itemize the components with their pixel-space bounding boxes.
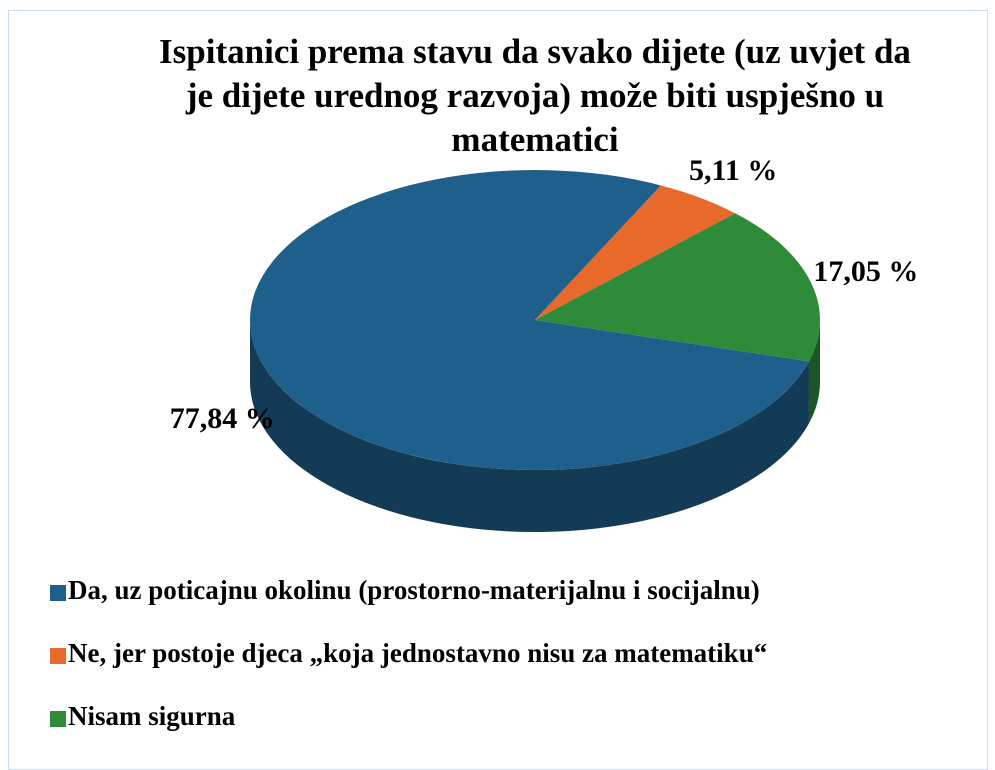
legend-swatch <box>50 648 66 664</box>
data-label: 77,84 % <box>170 402 275 435</box>
pie-side <box>808 320 820 424</box>
pie-slice <box>535 213 820 362</box>
pie-slice <box>535 185 736 320</box>
pie-side <box>250 320 809 532</box>
legend-swatch <box>50 585 66 601</box>
legend-label: Ne, jer postoje djeca „koja jednostavno … <box>68 638 767 668</box>
legend-label: Nisam sigurna <box>68 701 236 731</box>
legend-label: Da, uz poticajnu okolinu (prostorno-mate… <box>68 575 760 605</box>
chart-title: Ispitanici prema stavu da svako dijete (… <box>159 32 911 159</box>
data-label: 17,05 % <box>813 255 918 288</box>
legend-swatch <box>50 711 66 727</box>
pie-slice <box>250 170 809 471</box>
data-label: 5,11 % <box>689 154 777 187</box>
